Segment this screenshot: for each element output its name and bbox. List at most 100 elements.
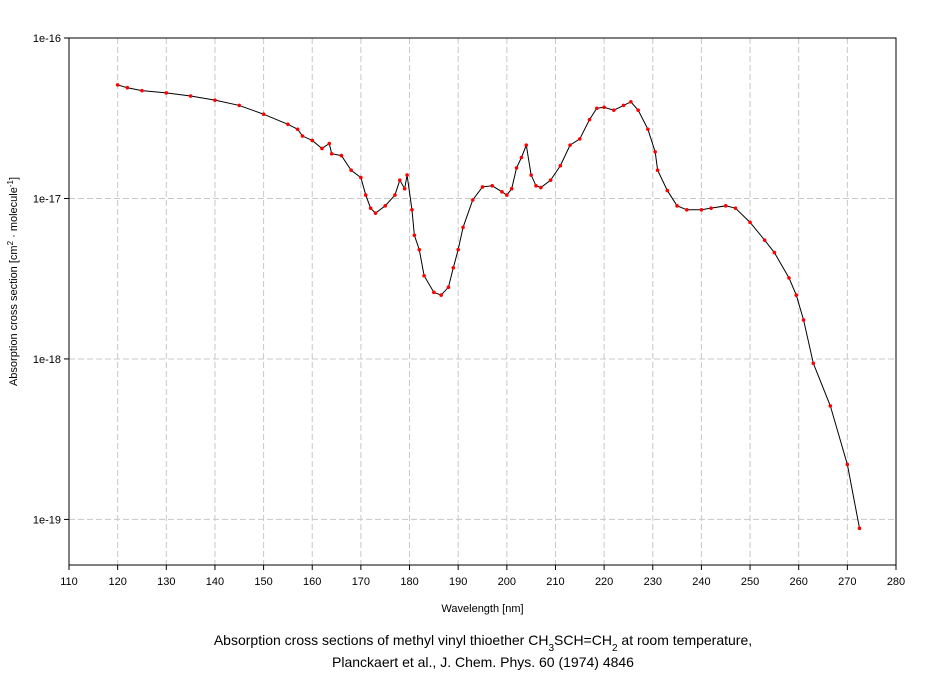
data-point [470, 198, 475, 202]
data-point [548, 178, 553, 182]
data-point [461, 225, 465, 230]
data-point [125, 85, 130, 90]
data-point [329, 151, 334, 156]
x-tick-label: 240 [692, 576, 710, 588]
x-tick-label: 130 [157, 576, 175, 588]
data-point [422, 273, 426, 278]
data-point [383, 204, 388, 208]
data-point [451, 265, 456, 270]
data-point [300, 134, 305, 138]
data-point [787, 276, 791, 280]
data-point [811, 361, 816, 366]
plot-frame [68, 37, 897, 566]
data-point [621, 103, 626, 108]
x-tick-label: 150 [254, 576, 272, 588]
data-point [286, 122, 290, 127]
data-point [164, 91, 169, 95]
x-tick-label: 260 [790, 576, 808, 588]
data-point [558, 163, 563, 168]
x-tick-label: 120 [108, 576, 126, 588]
data-point [213, 98, 217, 102]
data-point [261, 112, 266, 117]
data-point [368, 206, 373, 210]
data-point [845, 462, 850, 467]
data-point [140, 88, 144, 93]
x-tick-label: 160 [303, 576, 321, 588]
x-tick-label: 270 [838, 576, 856, 588]
data-point [568, 143, 572, 147]
data-point [405, 173, 409, 177]
data-point [699, 208, 704, 212]
data-point [188, 94, 193, 98]
caption-part: at room temperature, [618, 632, 753, 648]
data-point [339, 153, 344, 158]
data-point [402, 186, 407, 191]
x-tick-label: 180 [400, 576, 418, 588]
data-point [733, 206, 738, 210]
data-point [801, 318, 806, 322]
data-point [480, 185, 485, 189]
data-point [456, 247, 460, 252]
data-point [446, 285, 451, 289]
data-point [359, 175, 363, 180]
y-axis-label-part: Absorption cross section [cm [8, 245, 20, 386]
data-point [665, 188, 670, 193]
data-point [439, 293, 443, 297]
y-axis-label: Absorption cross section [cm2 · molecule… [6, 177, 21, 386]
caption: Planckaert et al., J. Chem. Phys. 60 (19… [332, 654, 634, 670]
y-axis-label-part: 2 [6, 240, 15, 245]
data-point [237, 103, 242, 108]
data-point [115, 83, 120, 87]
y-tick-label: 1e-16 [33, 33, 61, 45]
x-tick-label: 200 [498, 576, 516, 588]
data-point [529, 173, 533, 177]
y-tick-label: 1e-18 [33, 354, 61, 366]
data-point [505, 193, 509, 197]
data-point [393, 193, 397, 197]
data-point [539, 185, 543, 190]
data-point [327, 141, 332, 146]
y-axis-label-part: · molecule [8, 187, 20, 241]
data-point [410, 208, 414, 212]
y-tick-label: 1e-17 [33, 193, 61, 205]
data-point [320, 146, 324, 151]
x-tick-label: 170 [352, 576, 370, 588]
data-point [509, 186, 514, 191]
data-point [794, 293, 799, 297]
x-tick-label: 220 [595, 576, 613, 588]
data-point [524, 143, 529, 147]
data-point [398, 178, 402, 182]
data-point [432, 290, 436, 295]
x-tick-label: 110 [60, 576, 78, 588]
data-point [514, 166, 519, 170]
data-point [709, 206, 713, 210]
x-tick-label: 210 [546, 576, 564, 588]
data-point [612, 108, 616, 112]
x-axis-label: Wavelength [nm] [441, 603, 523, 615]
data-point [828, 404, 833, 408]
data-point [490, 183, 495, 188]
data-point [602, 105, 606, 110]
caption-part: Absorption cross sections of methyl viny… [214, 632, 549, 648]
data-point [675, 204, 679, 208]
x-tick-label: 280 [887, 576, 905, 588]
data-point [629, 100, 633, 104]
data-point [373, 211, 378, 215]
x-tick-label: 250 [741, 576, 759, 588]
data-point [519, 155, 524, 160]
caption-part: SCH=CH [554, 632, 612, 648]
data-point [534, 183, 538, 188]
caption-part: 3 [548, 643, 554, 654]
data-point [772, 250, 777, 255]
data-point [577, 137, 582, 141]
y-axis-label-part: -1 [6, 179, 15, 187]
data-point [595, 106, 599, 111]
data-point [310, 138, 315, 143]
caption: Absorption cross sections of methyl viny… [214, 632, 752, 654]
data-point [646, 127, 650, 132]
data-point [748, 220, 752, 225]
data-point [587, 117, 592, 122]
